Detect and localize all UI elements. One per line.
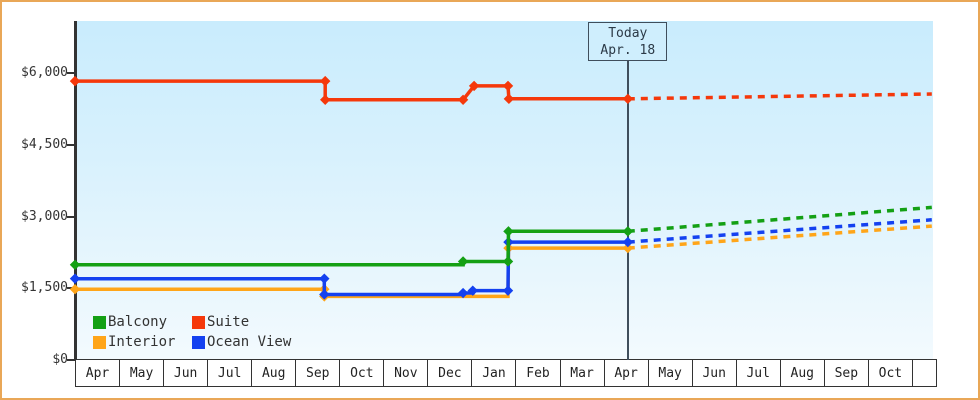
y-tick-mark	[67, 215, 75, 218]
y-tick-label: $0	[52, 352, 68, 367]
y-tick-label: $1,500	[21, 280, 68, 296]
today-vertical-line	[626, 60, 629, 360]
month-cell: Jan	[472, 360, 517, 386]
month-cell: Mar	[561, 360, 605, 386]
month-cell: Feb	[516, 360, 561, 386]
month-cell: Nov	[384, 360, 429, 386]
legend-swatch-icon	[192, 335, 205, 349]
y-axis-line	[74, 21, 77, 360]
price-chart-plot[interactable]	[69, 21, 933, 360]
month-cell: Aug	[252, 360, 297, 386]
month-cell: Sep	[296, 360, 341, 386]
today-label-line2: Apr. 18	[600, 42, 656, 58]
today-label-line1: Today	[608, 25, 648, 41]
series-line-interior	[75, 246, 628, 299]
legend-item-ocean-view[interactable]: Ocean View	[192, 334, 291, 350]
forecast-line-ocean-view	[627, 218, 932, 244]
forecast-line-balcony	[627, 205, 932, 234]
month-cell: Jul	[737, 360, 781, 386]
month-cell: Apr	[76, 360, 121, 386]
legend-row: Interior Ocean View	[93, 332, 291, 352]
series-line-balcony	[75, 229, 628, 267]
legend-swatch-icon	[192, 315, 205, 329]
y-tick-mark	[67, 143, 75, 146]
legend-swatch-icon	[93, 335, 106, 349]
legend-swatch-icon	[93, 315, 106, 329]
legend-label: Ocean View	[207, 334, 292, 350]
legend-row: Balcony Suite	[93, 312, 291, 332]
y-tick-label: $3,000	[21, 208, 68, 224]
legend-label: Balcony	[108, 314, 168, 330]
forecast-line-interior	[627, 224, 932, 250]
legend-label: Interior	[108, 334, 176, 350]
month-cell: Sep	[825, 360, 869, 386]
y-tick-mark	[67, 72, 75, 74]
month-cell: Apr	[605, 360, 649, 386]
legend-label: Suite	[207, 314, 250, 330]
month-cell: Oct	[869, 360, 913, 386]
month-cell: Jul	[208, 360, 253, 386]
chart-legend: Balcony Suite Interior Ocean View	[93, 312, 291, 352]
month-cell-empty	[913, 360, 936, 386]
month-cell: Dec	[428, 360, 473, 386]
series-line-suite	[75, 79, 628, 102]
y-tick-label: $4,500	[21, 136, 68, 152]
forecast-line-suite	[627, 92, 932, 101]
legend-item-suite[interactable]: Suite	[192, 314, 249, 330]
y-tick-mark	[67, 359, 75, 361]
month-cell: Jun	[164, 360, 209, 386]
x-axis-month-row: Apr May Jun Jul Aug Sep Oct Nov Dec Jan Feb Mar Apr M…	[75, 359, 937, 387]
series-line-ocean-view	[75, 240, 628, 297]
month-cell: Oct	[340, 360, 385, 386]
month-cell: May	[120, 360, 165, 386]
plot-background	[77, 21, 933, 360]
y-tick-label: $6,000	[21, 65, 68, 80]
month-cell: Jun	[693, 360, 737, 386]
legend-item-balcony[interactable]: Balcony	[93, 314, 192, 330]
month-cell: Aug	[781, 360, 825, 386]
legend-item-interior[interactable]: Interior	[93, 334, 192, 350]
today-label-box: Today Apr. 18	[588, 22, 668, 61]
month-cell: May	[649, 360, 693, 386]
